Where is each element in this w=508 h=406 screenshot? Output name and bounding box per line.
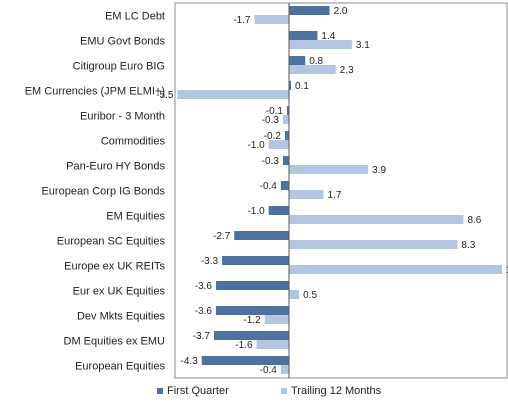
category-label: Pan-Euro HY Bonds — [66, 161, 165, 173]
value-label-first-quarter: 0.1 — [295, 81, 309, 92]
value-label-first-quarter: 1.4 — [321, 31, 335, 42]
value-label-first-quarter: -0.1 — [266, 106, 284, 117]
category-label: Commodities — [101, 136, 166, 148]
value-label-trailing-12-months: -1.7 — [233, 15, 251, 26]
value-label-first-quarter: 0.8 — [309, 56, 323, 67]
bar-first-quarter — [286, 106, 289, 115]
bar-trailing-12-months — [254, 15, 289, 24]
category-label: EM Currencies (JPM ELMI+) — [25, 86, 165, 98]
value-label-trailing-12-months: 8.6 — [467, 215, 481, 226]
bar-trailing-12-months — [177, 90, 289, 99]
value-label-trailing-12-months: 3.1 — [356, 40, 370, 51]
bar-first-quarter — [289, 56, 306, 65]
bar-first-quarter — [289, 81, 292, 90]
bar-trailing-12-months — [289, 165, 369, 174]
bar-trailing-12-months — [282, 115, 289, 124]
bar-first-quarter — [284, 131, 289, 140]
value-label-first-quarter: -0.4 — [260, 181, 278, 192]
value-label-first-quarter: -2.7 — [213, 231, 231, 242]
value-label-trailing-12-months: 8.3 — [461, 240, 475, 251]
value-label-trailing-12-months: -0.3 — [262, 115, 280, 126]
legend-swatch-trailing-12-months — [281, 388, 287, 394]
value-label-first-quarter: -1.0 — [247, 206, 265, 217]
value-label-first-quarter: -4.3 — [181, 356, 199, 367]
category-label: DM Equities ex EMU — [64, 336, 166, 348]
bar-trailing-12-months — [289, 265, 502, 274]
value-label-trailing-12-months: -0.4 — [260, 365, 278, 376]
bar-trailing-12-months — [289, 215, 464, 224]
value-label-trailing-12-months: 3.9 — [372, 165, 386, 176]
value-label-trailing-12-months: 2.3 — [340, 65, 354, 76]
value-label-trailing-12-months: -1.0 — [247, 140, 265, 151]
value-label-trailing-12-months: -5.5 — [156, 90, 174, 101]
bar-first-quarter — [215, 306, 289, 315]
bar-first-quarter — [268, 206, 289, 215]
bar-trailing-12-months — [289, 40, 352, 49]
bar-first-quarter — [213, 331, 289, 340]
category-label: European Corp IG Bonds — [41, 186, 165, 198]
value-label-first-quarter: 2.0 — [334, 6, 348, 17]
legend-swatch-first-quarter — [157, 388, 163, 394]
value-label-first-quarter: -3.7 — [193, 331, 211, 342]
category-label: Europe ex UK REITs — [64, 261, 165, 273]
value-label-first-quarter: -3.6 — [195, 281, 213, 292]
bar-trailing-12-months — [280, 365, 289, 374]
value-label-first-quarter: -3.6 — [195, 306, 213, 317]
legend-label-trailing-12-months: Trailing 12 Months — [291, 385, 382, 397]
value-label-first-quarter: -3.3 — [201, 256, 219, 267]
value-label-trailing-12-months: -1.2 — [243, 315, 261, 326]
value-label-trailing-12-months: -1.6 — [235, 340, 253, 351]
value-label-trailing-12-months: 10.5 — [506, 265, 508, 276]
bar-trailing-12-months — [264, 315, 289, 324]
value-label-first-quarter: -0.2 — [264, 131, 282, 142]
bar-first-quarter — [222, 256, 289, 265]
value-label-trailing-12-months: 1.7 — [327, 190, 341, 201]
category-label: EM LC Debt — [105, 11, 165, 23]
plot-frame — [174, 2, 508, 379]
bar-first-quarter — [289, 6, 330, 15]
bar-trailing-12-months — [268, 140, 289, 149]
bar-first-quarter — [201, 356, 289, 365]
bar-first-quarter — [234, 231, 289, 240]
bar-first-quarter — [280, 181, 289, 190]
bar-trailing-12-months — [289, 65, 336, 74]
category-label: European Equities — [75, 361, 165, 373]
bar-first-quarter — [282, 156, 289, 165]
bar-trailing-12-months — [289, 190, 324, 199]
bar-trailing-12-months — [289, 240, 458, 249]
value-label-trailing-12-months: 0.5 — [303, 290, 317, 301]
category-label: Euribor - 3 Month — [80, 111, 165, 123]
category-label: Citigroup Euro BIG — [73, 61, 165, 73]
bar-first-quarter — [289, 31, 318, 40]
bar-trailing-12-months — [289, 290, 300, 299]
category-label: EM Equities — [106, 211, 165, 223]
legend-label-first-quarter: First Quarter — [167, 385, 229, 397]
bar-trailing-12-months — [256, 340, 289, 349]
category-label: EMU Govt Bonds — [80, 36, 165, 48]
category-label: Eur ex UK Equities — [73, 286, 166, 298]
category-label: European SC Equities — [57, 236, 166, 248]
bar-first-quarter — [215, 281, 289, 290]
value-label-first-quarter: -0.3 — [262, 156, 280, 167]
category-label: Dev Mkts Equities — [77, 311, 166, 323]
